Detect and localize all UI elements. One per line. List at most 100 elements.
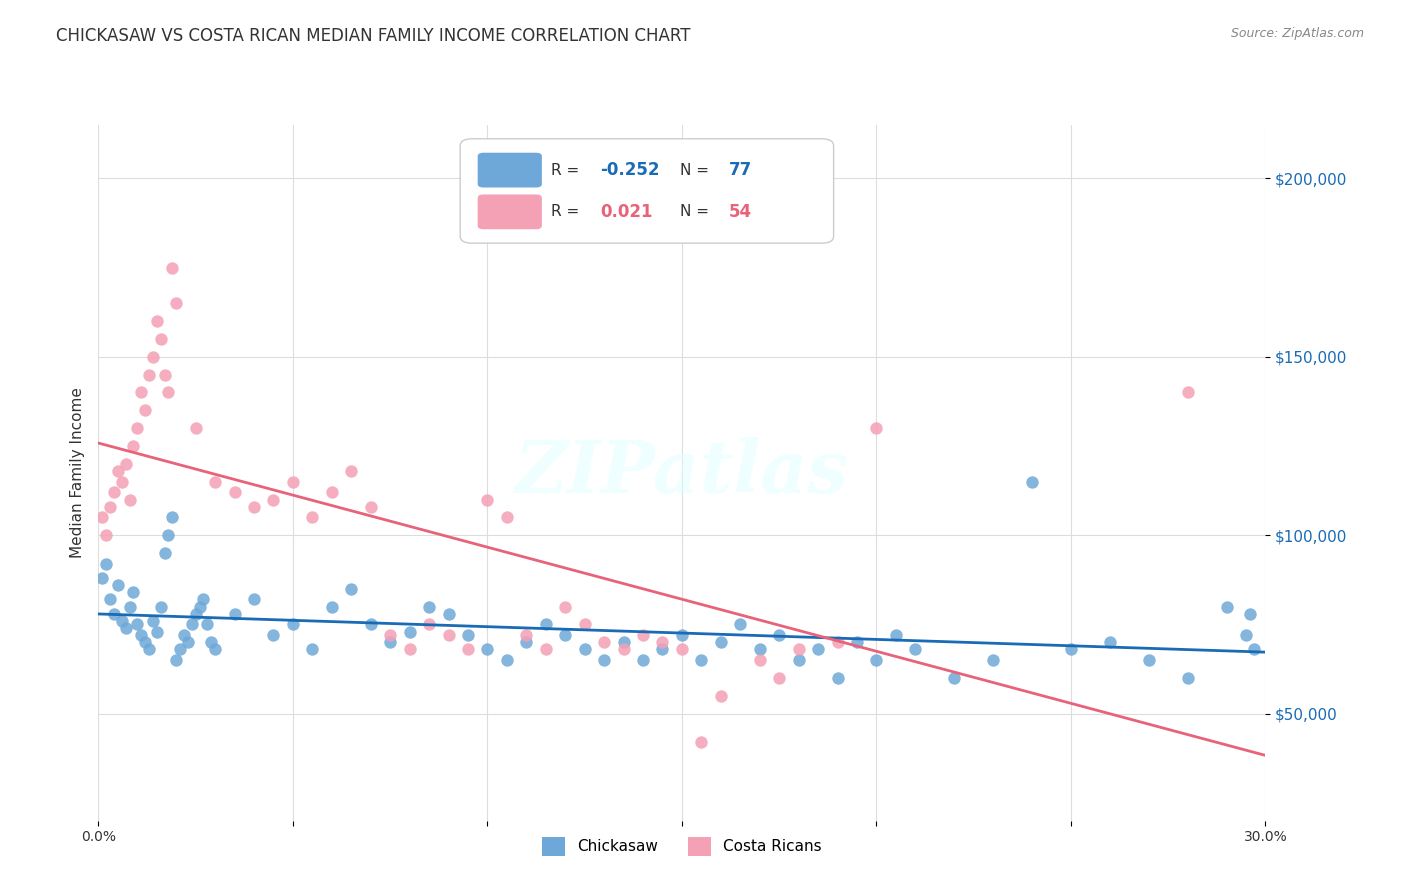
Point <box>111 475 134 489</box>
Point <box>787 653 810 667</box>
Point <box>157 385 180 400</box>
Point <box>96 528 118 542</box>
Point <box>149 599 172 614</box>
Text: ZIPatlas: ZIPatlas <box>515 437 849 508</box>
Point <box>180 617 202 632</box>
Point <box>904 642 927 657</box>
Point <box>865 421 887 435</box>
Point <box>157 528 180 542</box>
Point <box>495 653 517 667</box>
Text: CHICKASAW VS COSTA RICAN MEDIAN FAMILY INCOME CORRELATION CHART: CHICKASAW VS COSTA RICAN MEDIAN FAMILY I… <box>56 27 690 45</box>
Point <box>787 642 810 657</box>
Point <box>437 628 460 642</box>
Point <box>827 635 849 649</box>
Point <box>193 592 215 607</box>
Point <box>710 635 733 649</box>
Point <box>748 642 770 657</box>
Point <box>127 421 149 435</box>
Point <box>515 628 537 642</box>
Point <box>165 653 187 667</box>
Point <box>1215 599 1237 614</box>
Point <box>153 546 176 560</box>
Point <box>103 607 125 621</box>
Point <box>710 689 733 703</box>
Point <box>593 635 616 649</box>
Point <box>301 642 323 657</box>
Point <box>262 492 284 507</box>
Point <box>146 314 169 328</box>
Point <box>91 571 114 585</box>
Point <box>142 614 165 628</box>
Point <box>281 617 304 632</box>
Point <box>398 642 420 657</box>
Point <box>204 475 226 489</box>
Point <box>146 624 169 639</box>
Point <box>107 464 129 478</box>
Point <box>98 592 121 607</box>
Text: 54: 54 <box>728 202 752 221</box>
Point <box>96 557 118 571</box>
Point <box>129 385 152 400</box>
Point <box>981 653 1004 667</box>
Point <box>768 671 790 685</box>
Point <box>301 510 323 524</box>
Point <box>173 628 195 642</box>
Point <box>321 599 343 614</box>
Point <box>114 621 136 635</box>
Point <box>162 260 184 275</box>
Point <box>204 642 226 657</box>
Point <box>534 642 557 657</box>
Point <box>477 492 499 507</box>
Point <box>477 642 499 657</box>
Point <box>321 485 343 500</box>
Point <box>398 624 420 639</box>
Point <box>418 599 440 614</box>
Point <box>98 500 121 514</box>
Point <box>360 500 382 514</box>
Point <box>153 368 176 382</box>
Point <box>418 617 440 632</box>
Point <box>1021 475 1043 489</box>
Point <box>122 585 145 599</box>
Point <box>134 635 156 649</box>
Point <box>943 671 966 685</box>
Text: R =: R = <box>551 162 585 178</box>
Point <box>195 617 218 632</box>
Point <box>671 642 693 657</box>
Point <box>1098 635 1121 649</box>
Point <box>378 635 402 649</box>
Point <box>129 628 152 642</box>
Point <box>184 607 207 621</box>
Point <box>651 635 673 649</box>
Legend: Chickasaw, Costa Ricans: Chickasaw, Costa Ricans <box>536 830 828 862</box>
Point <box>748 653 770 667</box>
Point <box>554 628 576 642</box>
Point <box>768 628 790 642</box>
Point <box>690 735 713 749</box>
Point <box>118 599 141 614</box>
Point <box>162 510 184 524</box>
Point <box>671 628 693 642</box>
Point <box>1243 642 1265 657</box>
Point <box>554 599 576 614</box>
Point <box>142 350 165 364</box>
Text: Source: ZipAtlas.com: Source: ZipAtlas.com <box>1230 27 1364 40</box>
Point <box>1137 653 1160 667</box>
Point <box>612 635 634 649</box>
Point <box>91 510 114 524</box>
Point <box>340 582 363 596</box>
Point <box>103 485 125 500</box>
Y-axis label: Median Family Income: Median Family Income <box>69 387 84 558</box>
Point <box>730 617 752 632</box>
Point <box>612 642 634 657</box>
Point <box>1177 385 1199 400</box>
Point <box>690 653 713 667</box>
Text: R =: R = <box>551 204 585 219</box>
FancyBboxPatch shape <box>478 194 541 229</box>
Point <box>243 500 266 514</box>
Point <box>574 642 596 657</box>
Point <box>1177 671 1199 685</box>
Point <box>138 368 160 382</box>
Point <box>262 628 284 642</box>
Point <box>378 628 402 642</box>
